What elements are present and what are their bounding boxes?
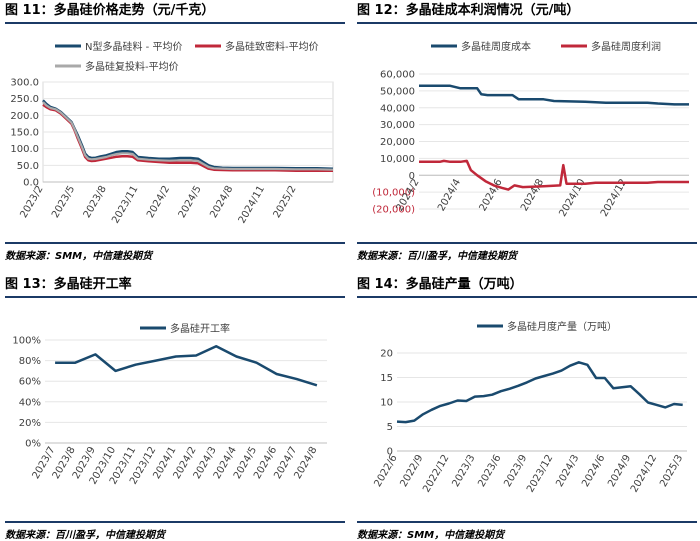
chart-title: 图 12：多晶硅成本利润情况（元/吨） bbox=[357, 2, 697, 24]
series-line bbox=[55, 344, 318, 387]
legend-label: N型多晶硅料 - 平均价 bbox=[85, 40, 182, 53]
data-source: 数据来源：百川盈孚，中信建投期货 bbox=[357, 242, 697, 262]
y-tick-label: 300.0 bbox=[10, 78, 39, 89]
y-tick-label: 20 bbox=[380, 349, 393, 360]
legend-label: 多晶硅开工率 bbox=[170, 322, 230, 335]
y-tick-label: 0% bbox=[25, 439, 41, 450]
y-tick-label: 100.0 bbox=[10, 144, 39, 155]
x-tick-label: 2023/12 bbox=[525, 453, 555, 494]
series-line bbox=[396, 361, 683, 424]
series-line bbox=[42, 101, 334, 171]
series-line bbox=[419, 84, 689, 106]
x-tick-label: 2023/6 bbox=[476, 453, 503, 489]
x-tick-label: 2024/11 bbox=[237, 184, 267, 225]
x-tick-label: 2023/5 bbox=[50, 184, 77, 220]
x-tick-label: 2024/2 bbox=[145, 184, 172, 220]
x-tick-label: 2025/3 bbox=[658, 453, 685, 489]
y-tick-label: 80% bbox=[19, 356, 41, 367]
x-tick-label: 2024/8 bbox=[519, 177, 546, 213]
y-tick-label: 30,000 bbox=[380, 120, 415, 131]
y-tick-label: (20,000) bbox=[372, 205, 415, 216]
chart-title: 图 13：多晶硅开工率 bbox=[5, 276, 345, 298]
chart-title: 图 11：多晶硅价格走势（元/千克） bbox=[5, 2, 345, 24]
x-tick-label: 2023/8 bbox=[82, 184, 109, 220]
x-tick-label: 2023/3 bbox=[450, 453, 477, 489]
y-tick-label: (10,000) bbox=[372, 188, 415, 199]
x-tick-label: 2022/9 bbox=[398, 453, 425, 489]
series-line bbox=[419, 159, 689, 191]
legend-label: 多晶硅周度成本 bbox=[461, 40, 531, 53]
x-tick-label: 2024/5 bbox=[177, 184, 204, 220]
y-tick-label: 40,000 bbox=[380, 103, 415, 114]
y-tick-label: 60% bbox=[19, 377, 41, 388]
output-chart: 051015202022/62022/92022/122023/32023/62… bbox=[372, 320, 687, 494]
y-tick-label: 15 bbox=[380, 373, 393, 384]
x-tick-label: 2023/11 bbox=[110, 184, 140, 225]
x-tick-label: 2023/9 bbox=[502, 453, 529, 489]
x-tick-label: 2022/12 bbox=[421, 453, 451, 494]
x-tick-label: 2024/6 bbox=[580, 453, 607, 489]
y-tick-label: 60,000 bbox=[380, 70, 415, 81]
x-tick-label: 2025/2 bbox=[272, 184, 299, 220]
y-tick-label: 50.0 bbox=[17, 161, 39, 172]
y-tick-label: 0 bbox=[387, 447, 393, 458]
y-tick-label: 20% bbox=[19, 418, 41, 429]
x-tick-label: 2024/8 bbox=[208, 184, 235, 220]
cost-profit-chart: (20,000) (10,000) 0 10,000 20,000 30,000 40,00… bbox=[372, 40, 689, 219]
y-tick-label: 5 bbox=[387, 422, 393, 433]
y-tick-label: 20,000 bbox=[380, 137, 415, 148]
x-tick-label: 2022/6 bbox=[372, 453, 399, 489]
y-tick-label: 0 bbox=[409, 171, 415, 182]
legend-label: 多晶硅致密料-平均价 bbox=[225, 40, 319, 53]
x-tick-label: 2023/2 bbox=[18, 184, 45, 220]
operating-rate-chart: 0%20%40%60%80%100%2023/72023/82023/92023… bbox=[12, 322, 327, 486]
y-tick-label: 250.0 bbox=[10, 94, 39, 105]
legend-label: 多晶硅复投料-平均价 bbox=[85, 60, 179, 73]
y-tick-label: 100% bbox=[12, 336, 41, 347]
y-tick-label: 50,000 bbox=[380, 86, 415, 97]
data-source: 数据来源：SMM，中信建投期货 bbox=[5, 242, 345, 262]
y-tick-label: 10 bbox=[380, 398, 393, 409]
legend-label: 多晶硅月度产量（万吨） bbox=[507, 320, 617, 333]
legend-label: 多晶硅周度利润 bbox=[591, 40, 661, 53]
x-tick-label: 2024/12 bbox=[629, 453, 659, 494]
y-tick-label: 40% bbox=[19, 397, 41, 408]
x-tick-label: 2024/4 bbox=[436, 177, 463, 213]
y-tick-label: 0.0 bbox=[23, 178, 39, 189]
x-tick-label: 2024/3 bbox=[554, 453, 581, 489]
y-tick-label: 200.0 bbox=[10, 111, 39, 122]
chart-title: 图 14：多晶硅产量（万吨） bbox=[357, 276, 697, 298]
data-source: 数据来源：百川盈孚，中信建投期货 bbox=[5, 521, 345, 541]
data-source: 数据来源：SMM，中信建投期货 bbox=[357, 521, 697, 541]
y-tick-label: 10,000 bbox=[380, 154, 415, 165]
x-tick-label: 2024/9 bbox=[606, 453, 633, 489]
y-tick-label: 150.0 bbox=[10, 128, 39, 139]
